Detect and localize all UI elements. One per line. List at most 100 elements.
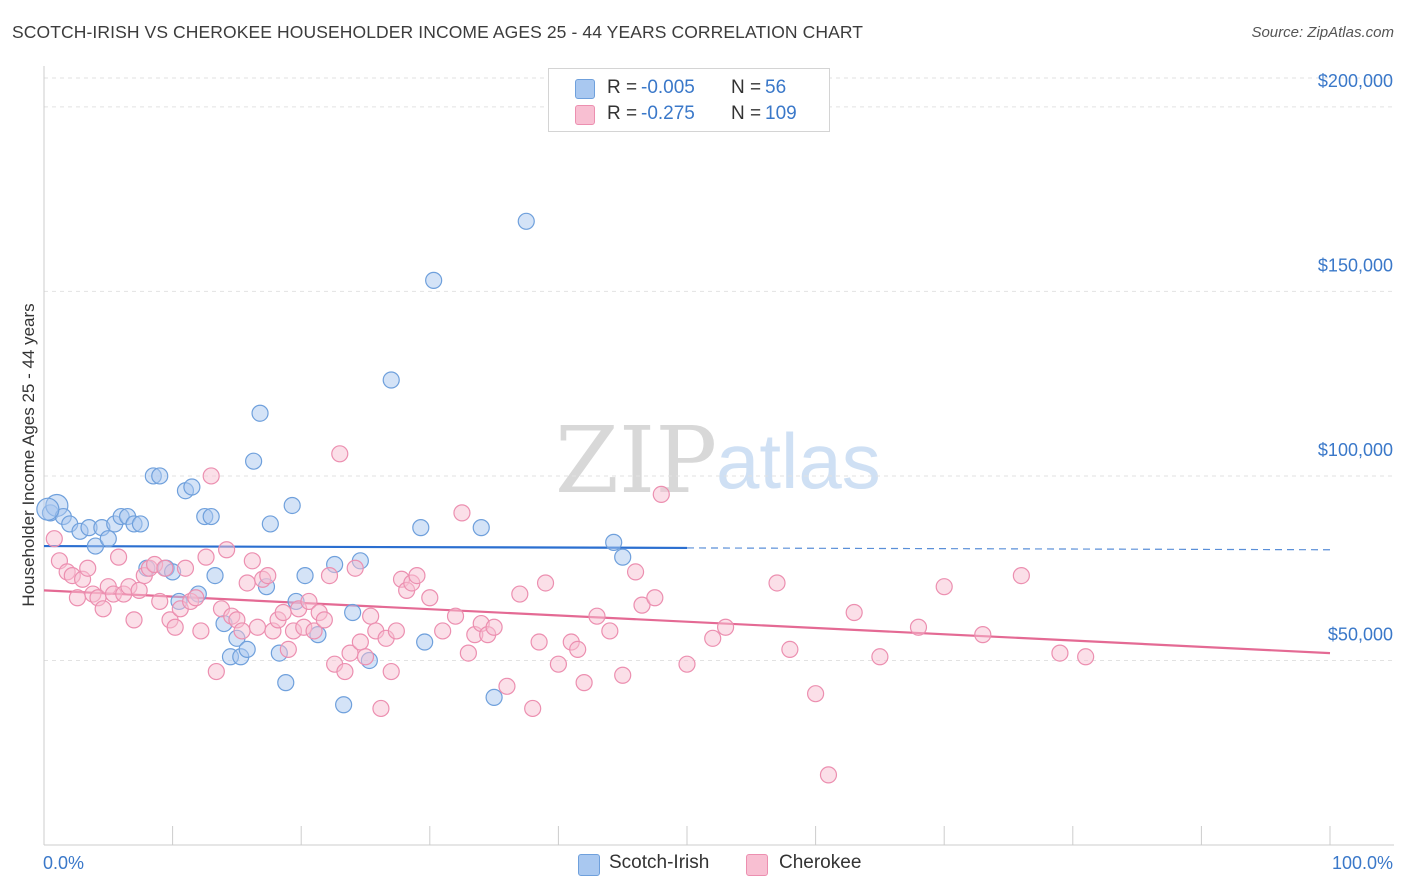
point-scotch-irish	[425, 271, 443, 289]
legend-r-value: -0.275	[641, 103, 695, 124]
gridlines	[44, 77, 1394, 661]
point-scotch-irish	[151, 467, 169, 485]
point-cherokee	[274, 603, 292, 622]
point-scotch-irish	[261, 515, 279, 533]
point-cherokee	[362, 607, 380, 625]
point-cherokee	[1051, 644, 1069, 662]
watermark: ZIP atlas	[555, 407, 881, 514]
point-cherokee	[207, 662, 225, 681]
point-cherokee	[652, 485, 670, 504]
point-cherokee	[524, 699, 542, 718]
point-scotch-irish	[344, 603, 362, 622]
bottom-legend: Scotch-Irish Cherokee	[0, 852, 1406, 878]
point-cherokee	[176, 559, 195, 577]
legend-swatch-cherokee	[575, 105, 595, 125]
source-label: Source: ZipAtlas.com	[1251, 24, 1394, 41]
point-cherokee	[549, 655, 568, 673]
point-cherokee	[646, 589, 664, 607]
point-cherokee	[320, 566, 339, 585]
bottom-legend-swatch-cherokee	[746, 854, 768, 876]
data-points	[36, 212, 1095, 784]
axis-labels: $200,000 $150,000 $100,000 $50,000 0.0% 100.0…	[19, 71, 1393, 873]
point-scotch-irish	[517, 212, 535, 230]
point-scotch-irish	[277, 674, 295, 692]
point-cherokee	[871, 648, 889, 666]
legend-row-scotch-irish: R = -0.005 N = 56	[549, 75, 829, 101]
legend-r-value: -0.005	[641, 77, 695, 98]
y-tick-label: $100,000	[1318, 440, 1393, 460]
point-cherokee	[704, 629, 722, 647]
point-cherokee	[79, 559, 97, 577]
axes	[43, 66, 1394, 846]
point-cherokee	[336, 662, 354, 681]
point-cherokee	[279, 640, 297, 659]
point-cherokee	[125, 611, 143, 629]
point-cherokee	[806, 685, 825, 703]
point-cherokee	[130, 581, 148, 599]
point-cherokee	[909, 618, 928, 636]
point-cherokee	[614, 666, 632, 684]
point-scotch-irish	[238, 640, 256, 659]
point-cherokee	[109, 548, 128, 566]
point-cherokee	[233, 622, 251, 640]
trend-line-scotch-irish	[43, 544, 688, 550]
point-scotch-irish	[416, 633, 434, 651]
point-scotch-irish	[86, 537, 105, 555]
point-cherokee	[485, 618, 503, 636]
y-axis-title: Householder Income Ages 25 - 44 years	[19, 303, 38, 606]
point-scotch-irish	[605, 533, 623, 551]
point-cherokee	[678, 655, 696, 673]
y-tick-label: $50,000	[1328, 624, 1393, 644]
point-cherokee	[94, 600, 112, 618]
point-cherokee	[601, 622, 619, 640]
point-cherokee	[781, 640, 799, 659]
point-cherokee	[331, 445, 349, 463]
point-cherokee	[305, 622, 323, 640]
point-cherokee	[351, 633, 369, 651]
point-scotch-irish	[183, 478, 201, 496]
legend-row-cherokee: R = -0.275 N = 109	[549, 101, 829, 127]
point-scotch-irish	[36, 497, 60, 521]
point-cherokee	[446, 607, 465, 625]
point-cherokee	[1077, 648, 1095, 666]
point-cherokee	[248, 618, 267, 636]
point-cherokee	[408, 566, 426, 585]
watermark-atlas: atlas	[716, 417, 881, 505]
point-cherokee	[1012, 566, 1030, 585]
point-cherokee	[202, 467, 220, 485]
point-scotch-irish	[614, 548, 632, 566]
point-scotch-irish	[131, 515, 150, 533]
legend: R = -0.005 N = 56 R = -0.275 N = 109	[548, 68, 830, 132]
point-cherokee	[315, 611, 333, 629]
legend-n-value: 109	[765, 103, 797, 124]
point-cherokee	[238, 574, 256, 592]
point-cherokee	[935, 578, 953, 596]
point-cherokee	[192, 622, 210, 640]
point-cherokee	[536, 574, 555, 592]
point-cherokee	[346, 559, 364, 577]
point-scotch-irish	[251, 404, 269, 422]
point-cherokee	[197, 548, 215, 566]
chart-title: SCOTCH-IRISH VS CHEROKEE HOUSEHOLDER INC…	[12, 22, 864, 42]
point-cherokee	[459, 644, 477, 662]
point-scotch-irish	[206, 566, 224, 585]
point-scotch-irish	[382, 371, 400, 389]
point-scotch-irish	[472, 519, 490, 537]
point-cherokee	[498, 677, 516, 695]
y-tick-label: $150,000	[1318, 255, 1393, 275]
y-tick-label: $200,000	[1318, 71, 1393, 91]
point-cherokee	[974, 626, 992, 644]
x-tick-label: 100.0%	[1332, 853, 1393, 873]
point-scotch-irish	[202, 507, 220, 526]
trend-lines	[43, 544, 1331, 655]
point-cherokee	[300, 592, 318, 611]
point-cherokee	[387, 622, 405, 640]
point-cherokee	[845, 603, 863, 622]
point-cherokee	[716, 618, 735, 636]
point-cherokee	[511, 585, 529, 603]
point-cherokee	[569, 640, 587, 659]
bottom-legend-swatch-scotch-irish	[578, 854, 600, 876]
point-cherokee	[356, 648, 375, 666]
point-scotch-irish	[283, 496, 301, 515]
